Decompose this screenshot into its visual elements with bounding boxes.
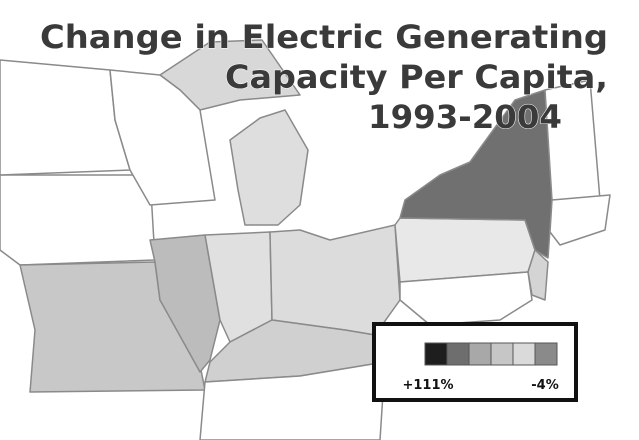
iowa bbox=[0, 174, 156, 266]
title-line: 1993-2004 bbox=[368, 98, 562, 136]
michigan-lower bbox=[229, 109, 309, 226]
ohio bbox=[269, 224, 401, 336]
legend-swatch bbox=[512, 342, 536, 366]
legend-swatch bbox=[534, 342, 558, 366]
title-line: Change in Electric Generating bbox=[40, 18, 608, 56]
legend-swatch bbox=[446, 342, 470, 366]
legend-swatch bbox=[468, 342, 492, 366]
connecticut bbox=[549, 194, 611, 246]
legend-swatch bbox=[424, 342, 448, 366]
title-line: Capacity Per Capita, bbox=[225, 58, 608, 96]
legend-swatch bbox=[490, 342, 514, 366]
legend: +111% -4% bbox=[372, 322, 578, 402]
legend-label: -4% bbox=[531, 378, 558, 393]
wisconsin bbox=[109, 69, 216, 206]
legend-label: +111% bbox=[402, 378, 453, 393]
maryland bbox=[399, 271, 533, 326]
